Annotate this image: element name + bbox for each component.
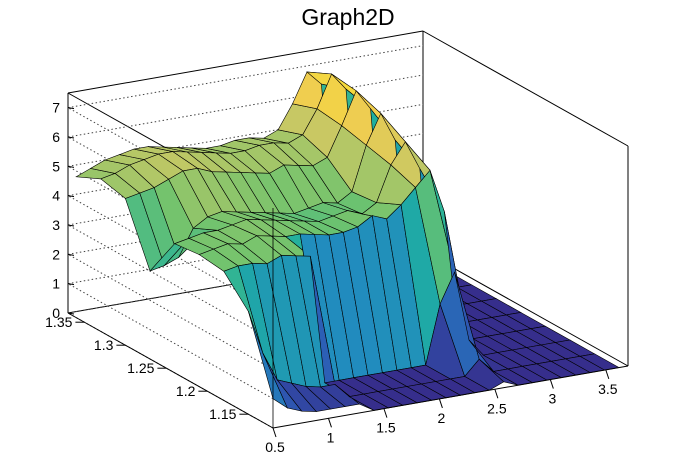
y-tick-label: 1.35 — [45, 314, 72, 330]
x-tick-label: 0.5 — [265, 439, 285, 455]
z-gridline-back — [67, 45, 424, 109]
z-gridline-back — [67, 74, 424, 138]
x-tick-label: 2.5 — [487, 400, 507, 416]
x-tick-label: 2 — [438, 410, 446, 426]
z-tick-label: 1 — [52, 276, 60, 292]
x-tick-label: 3.5 — [598, 381, 618, 397]
z-tick-label: 3 — [52, 217, 60, 233]
y-tick-label: 1.25 — [127, 360, 154, 376]
x-tick — [494, 389, 499, 399]
x-tick-label: 3 — [548, 391, 556, 407]
front-frame — [67, 93, 629, 429]
x-tick-label: 1 — [327, 429, 335, 445]
chart-title: Graph2D — [301, 4, 394, 30]
z-tick-label: 6 — [52, 129, 60, 145]
x-tick — [383, 408, 388, 418]
x-tick — [272, 427, 277, 438]
z-tick — [67, 107, 75, 110]
frame-back-top-edge — [67, 30, 424, 94]
y-tick-label: 1.2 — [176, 383, 196, 399]
z-tick — [67, 224, 75, 227]
frame-right-floor-edge — [422, 250, 629, 367]
y-tick-label: 1.15 — [209, 406, 236, 422]
x-tick — [605, 369, 610, 380]
z-tick-label: 7 — [52, 100, 60, 116]
x-tick — [549, 379, 554, 389]
z-tick — [67, 283, 75, 286]
z-tick — [67, 253, 75, 256]
surface-mesh — [75, 71, 620, 412]
z-tick — [67, 165, 75, 168]
frame-right-top-edge — [422, 30, 629, 147]
z-tick-label: 0 — [52, 305, 60, 321]
x-tick — [327, 418, 332, 428]
z-tick-label: 4 — [52, 188, 60, 204]
z-tick — [67, 195, 75, 198]
x-tick-label: 1.5 — [376, 420, 396, 436]
y-tick-label: 1.3 — [94, 337, 114, 353]
z-tick — [67, 312, 75, 315]
axes: 0.5 1 1.5 2 2.5 3 3.5 1.15 1.2 1.25 1.3 1.350 1 2 3 4 5 6… — [45, 100, 618, 455]
x-axis-line — [272, 365, 629, 429]
z-tick-label: 2 — [52, 246, 60, 262]
z-tick — [67, 136, 75, 139]
x-tick — [438, 398, 443, 409]
z-tick-label: 5 — [52, 158, 60, 174]
y-axis-line — [67, 312, 274, 429]
